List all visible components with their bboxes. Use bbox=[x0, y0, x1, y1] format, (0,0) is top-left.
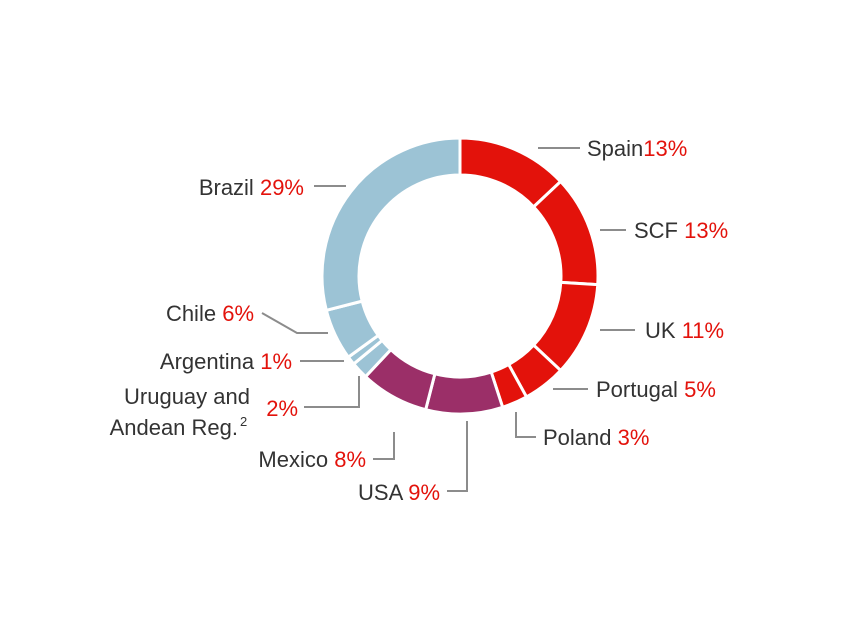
label-uruguay-line1: Uruguay and bbox=[124, 384, 250, 409]
label-uk: UK 11% bbox=[645, 318, 724, 343]
label-mexico: Mexico 8% bbox=[258, 447, 366, 472]
donut-slice-1 bbox=[531, 179, 600, 287]
leader-chile bbox=[261, 312, 328, 334]
label-usa: USA 9% bbox=[358, 480, 440, 505]
leader-poland bbox=[515, 412, 536, 438]
donut-slice-10 bbox=[320, 136, 462, 313]
label-poland: Poland 3% bbox=[543, 425, 649, 450]
donut-slices bbox=[320, 136, 600, 416]
label-spain: Spain13% bbox=[587, 136, 687, 161]
leader-lines bbox=[261, 147, 635, 492]
leader-uruguay bbox=[304, 376, 360, 408]
label-brazil: Brazil 29% bbox=[199, 175, 304, 200]
leader-mexico bbox=[373, 432, 395, 460]
donut-slice-5 bbox=[423, 370, 505, 416]
label-uruguay-line2: Andean Reg. bbox=[110, 415, 238, 440]
label-uruguay-footnote: 2 bbox=[240, 414, 247, 429]
label-scf: SCF 13% bbox=[634, 218, 728, 243]
label-chile: Chile 6% bbox=[166, 301, 254, 326]
label-uruguay-value: 2% bbox=[266, 396, 298, 421]
label-portugal: Portugal 5% bbox=[596, 377, 716, 402]
label-argentina: Argentina 1% bbox=[160, 349, 292, 374]
leader-usa bbox=[447, 421, 468, 492]
